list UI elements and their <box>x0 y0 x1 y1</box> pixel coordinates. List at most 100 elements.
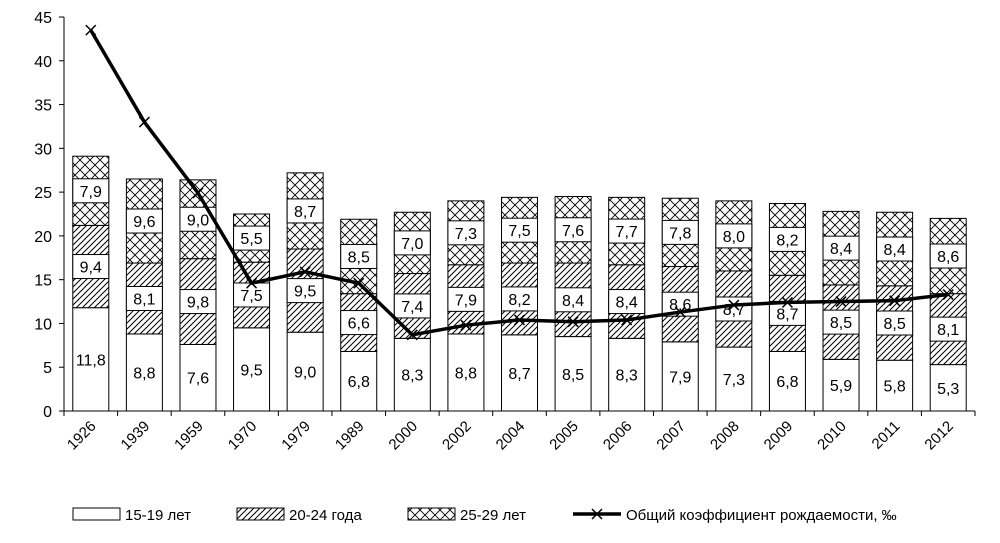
data-label: 8,5 <box>830 315 852 332</box>
data-label: 7,7 <box>616 224 638 241</box>
data-label-box <box>179 289 217 315</box>
data-label: 8,5 <box>562 367 584 384</box>
bar-segment-1 <box>393 337 431 412</box>
y-tick-label: 15 <box>34 273 52 290</box>
y-tick-label: 40 <box>34 54 52 71</box>
y-tick-label: 25 <box>34 185 52 202</box>
data-label: 8,7 <box>776 306 798 323</box>
data-label: 7,4 <box>401 299 423 316</box>
data-label-box <box>822 309 860 335</box>
data-label: 9,0 <box>294 365 316 382</box>
line-point-marker <box>460 319 472 331</box>
y-tick-label: 5 <box>43 360 52 377</box>
data-label: 9,5 <box>294 284 316 301</box>
data-label: 5,3 <box>937 381 959 398</box>
legend-marker <box>591 508 603 520</box>
data-label: 7,9 <box>669 369 691 386</box>
data-label: 7,9 <box>455 292 477 309</box>
bar-segment-1 <box>876 359 914 412</box>
data-label: 8,2 <box>508 292 530 309</box>
segment-labels: 11,8 9,4 7,9 8,8 8,1 9,6 7,6 9,8 9,0 9,5 7,5 5,5 9,0… <box>72 178 967 398</box>
data-label-box <box>72 178 110 204</box>
x-tick-label: 2011 <box>869 418 904 453</box>
data-label-box <box>554 217 592 243</box>
data-label: 5,5 <box>240 231 262 248</box>
legend: 15-19 лет 20-24 года 25-29 лет Общий коэффи… <box>72 507 897 524</box>
data-label: 8,5 <box>883 316 905 333</box>
x-tick-label: 1989 <box>332 418 368 454</box>
data-label: 9,5 <box>240 362 262 379</box>
data-label-box <box>340 243 378 269</box>
x-tick-label: 1970 <box>225 418 261 454</box>
data-label: 8,1 <box>133 291 155 308</box>
data-label-box <box>501 286 538 312</box>
x-tick-label: 1959 <box>171 418 207 454</box>
birth-rate-line <box>85 24 954 341</box>
x-tick-label: 2009 <box>761 418 797 454</box>
bar-segment-1 <box>661 341 699 412</box>
legend-swatch <box>72 507 121 521</box>
data-label: 7,5 <box>508 223 530 240</box>
legend-swatch <box>236 507 285 521</box>
bar-segment-1 <box>286 331 324 412</box>
data-label-box <box>608 289 646 315</box>
x-tick-label: 1926 <box>64 418 100 454</box>
data-label: 7,3 <box>723 372 745 389</box>
line-point-marker <box>835 296 847 308</box>
data-label-box <box>393 230 431 256</box>
data-label: 5,8 <box>883 379 905 396</box>
data-label: 8,4 <box>883 242 905 259</box>
line-point-marker <box>85 24 97 36</box>
bar-segment-1 <box>768 350 806 412</box>
data-label: 7,6 <box>562 223 584 240</box>
data-label-box <box>929 316 967 342</box>
bar-segment-1 <box>608 337 646 412</box>
line-point-marker <box>674 306 686 318</box>
y-tick-label: 35 <box>34 98 52 115</box>
data-label-box <box>501 217 538 243</box>
data-label: 9,0 <box>187 212 209 229</box>
data-label: 8,4 <box>616 295 638 312</box>
data-label: 9,8 <box>187 295 209 312</box>
data-label: 8,2 <box>776 232 798 249</box>
data-label: 6,8 <box>348 374 370 391</box>
data-label-box <box>447 220 485 246</box>
bar-segment-1 <box>125 333 163 412</box>
data-label-box <box>715 223 753 249</box>
line-point-marker <box>728 299 740 311</box>
y-tick-label: 10 <box>34 316 52 333</box>
data-label: 8,4 <box>562 293 584 310</box>
data-label: 8,3 <box>616 368 638 385</box>
line-point-marker <box>299 266 311 278</box>
data-label: 9,4 <box>80 260 102 277</box>
line-point-marker <box>138 116 150 128</box>
data-label-box <box>554 287 592 313</box>
legend-label: 15-19 лет <box>125 507 191 524</box>
data-label: 8,7 <box>294 204 316 221</box>
data-label: 8,3 <box>401 368 423 385</box>
data-label-box <box>822 235 860 261</box>
data-label-box <box>447 286 485 312</box>
x-tick-label: 2008 <box>707 418 743 454</box>
line-point-marker <box>192 187 204 199</box>
data-label: 7,8 <box>669 225 691 242</box>
line-point-marker <box>406 329 418 341</box>
data-label: 8,1 <box>937 322 959 339</box>
data-label: 8,8 <box>455 365 477 382</box>
data-label: 8,5 <box>348 249 370 266</box>
data-label: 7,6 <box>187 371 209 388</box>
data-label: 8,8 <box>133 365 155 382</box>
bar-segment-1 <box>340 350 378 412</box>
data-label-box <box>233 282 271 308</box>
data-label: 7,3 <box>455 226 477 243</box>
data-label-box <box>929 243 967 269</box>
data-label: 8,0 <box>723 229 745 246</box>
x-tick-label: 1979 <box>278 418 314 454</box>
x-tick-label: 2006 <box>600 418 636 454</box>
y-tick-label: 0 <box>43 404 52 421</box>
x-tick-label: 2007 <box>653 418 689 454</box>
data-label: 6,8 <box>776 374 798 391</box>
y-tick-label: 30 <box>34 141 52 158</box>
